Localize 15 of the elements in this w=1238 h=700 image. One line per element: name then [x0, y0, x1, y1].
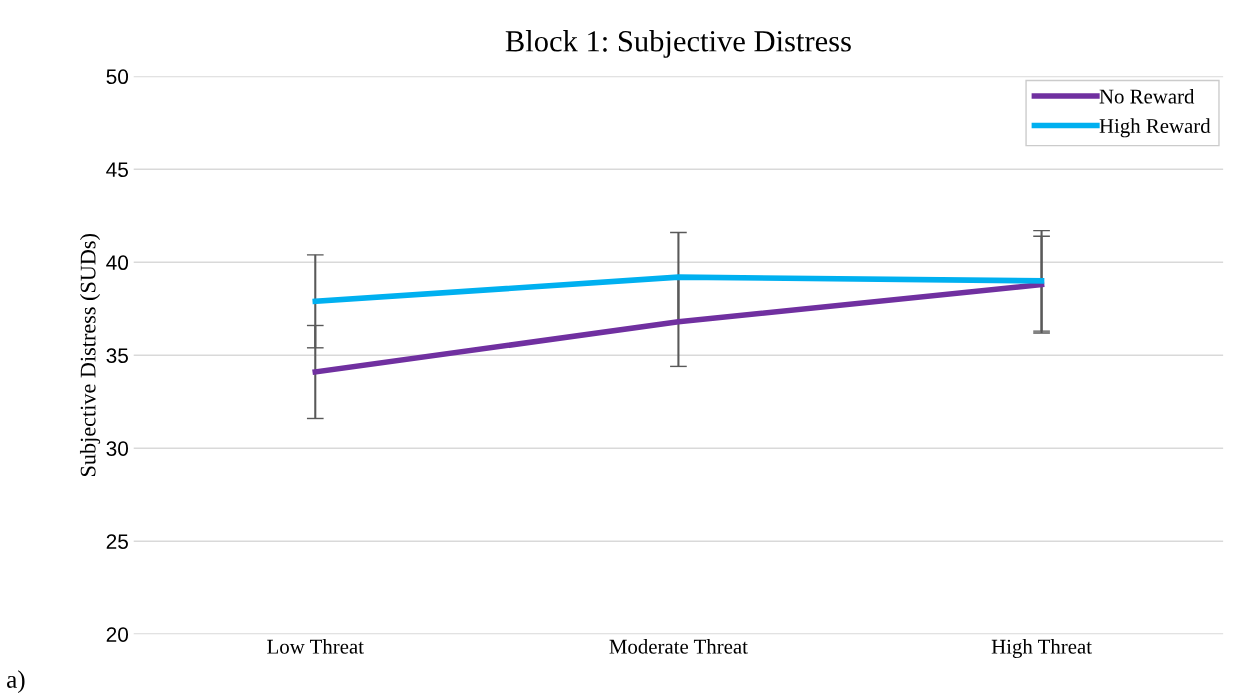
legend-label: High Reward	[1099, 118, 1211, 138]
y-tick-label: 45	[106, 162, 128, 178]
legend-label: No Reward	[1099, 88, 1195, 104]
y-tick-label: 40	[106, 255, 129, 271]
chart-title: Block 1: Subjective Distress	[505, 30, 851, 58]
y-tick-label: 20	[106, 627, 129, 642]
y-tick-label: 25	[106, 534, 128, 549]
x-tick-label: Low Threat	[267, 639, 364, 654]
y-tick-label: 35	[106, 348, 128, 363]
text: a)	[7, 670, 25, 693]
y-axis-title: Subjective Distress (SUDs)	[79, 234, 101, 476]
y-tick-label: 50	[106, 69, 129, 85]
x-tick-label: High Threat	[991, 639, 1092, 659]
y-tick-label: 30	[106, 441, 129, 456]
x-tick-label: Moderate Threat	[609, 639, 748, 654]
